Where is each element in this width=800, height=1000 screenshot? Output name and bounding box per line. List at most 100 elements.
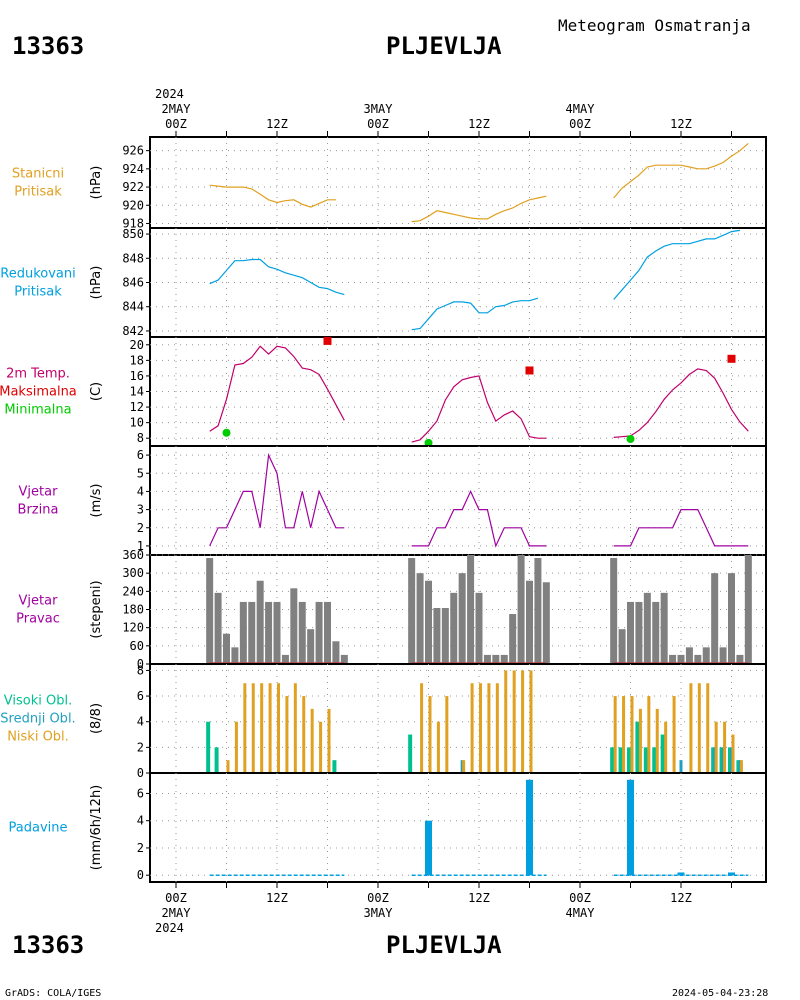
station-id-footer: 13363 (12, 931, 84, 959)
cloud-bar (643, 747, 648, 773)
time-label: 12Z (670, 117, 692, 131)
panel-label: Pravac (16, 612, 60, 627)
y-tick-label: 922 (122, 180, 144, 194)
panel-reduced-pressure: 842 844 846 848 850 (hPa) Redukovani Pritisak (0, 227, 767, 338)
cloud-bar (277, 683, 280, 773)
cloud-bar (462, 760, 466, 773)
direction-bar (509, 614, 517, 664)
panel-label: Pritisak (14, 185, 62, 200)
panel-label: Niski Obl. (7, 730, 69, 745)
direction-bar (231, 647, 239, 664)
series-line (613, 368, 749, 438)
cloud-bar (495, 683, 499, 773)
panel-station-pressure: 918 920 922 924 926 (hPa) Stanicni Pritisak (12, 136, 767, 230)
panel-precipitation: 0 2 4 6 (mm/6h/12h) Padavine (9, 772, 767, 883)
time-label: 4MAY (566, 906, 596, 920)
direction-bar (677, 654, 685, 664)
series-line (411, 195, 547, 223)
time-label: 12Z (468, 117, 490, 131)
time-label: 3MAY (364, 102, 394, 116)
y-axis-label: (8/8) (89, 703, 104, 734)
cloud-bar (689, 683, 693, 773)
cloud-bar (332, 760, 337, 773)
y-tick-label: 8 (137, 663, 144, 677)
credit-text: GrADS: COLA/IGES (5, 988, 101, 999)
series-line (209, 452, 345, 547)
cloud-bar (206, 721, 211, 773)
y-tick-label: 0 (137, 657, 144, 671)
panel-label: Padavine (9, 821, 68, 836)
y-tick-label: 240 (122, 584, 144, 598)
y-tick-label: 844 (122, 300, 144, 314)
time-label: 12Z (468, 891, 490, 905)
cloud-bar (660, 734, 665, 773)
time-label: 2MAY (162, 102, 192, 116)
y-tick-label: 6 (137, 448, 144, 462)
cloud-bar (243, 683, 247, 773)
direction-bar (416, 573, 424, 664)
direction-bar (694, 654, 702, 664)
y-tick-label: 4 (137, 484, 144, 498)
cloud-bar (310, 708, 314, 773)
panel-label: Maksimalna (0, 385, 77, 400)
direction-bar (315, 601, 323, 664)
series-line (209, 345, 345, 432)
cloud-bar (723, 721, 727, 773)
direction-bar (643, 592, 651, 664)
direction-bar (517, 555, 525, 664)
cloud-bar (630, 696, 634, 773)
series-line (209, 184, 336, 208)
y-tick-label: 12 (130, 400, 144, 414)
cloud-bar (521, 670, 525, 773)
direction-bar (526, 580, 533, 664)
y-tick-label: 6 (137, 786, 144, 800)
panel-label: Minimalna (4, 403, 71, 418)
panel-label: Pritisak (14, 285, 62, 300)
tmin-marker (222, 428, 231, 437)
time-label: 00Z (165, 117, 187, 131)
series-line (613, 229, 740, 300)
timestamp-text: 2024-05-04-23:28 (672, 988, 768, 999)
direction-bar (492, 654, 500, 664)
direction-bar (534, 558, 542, 664)
cloud-bar (697, 683, 701, 773)
time-label: 00Z (367, 117, 389, 131)
cloud-bar (679, 760, 683, 773)
precip-bar (425, 820, 432, 876)
panel-wind-direction: 0 60 120 180 240 300 360 (stepeni) Vjetar Pravac (16, 548, 767, 671)
tmin-marker (424, 438, 433, 447)
direction-bar (441, 607, 449, 664)
direction-bar (298, 601, 306, 664)
time-label: 00Z (569, 891, 591, 905)
precip-bar (677, 872, 685, 876)
y-tick-label: 4 (137, 814, 144, 828)
tmin-marker (626, 434, 635, 443)
direction-bar (248, 601, 256, 664)
cloud-bar (436, 721, 440, 773)
cloud-bar (512, 670, 516, 773)
direction-bar (450, 592, 458, 664)
y-axis-label: (mm/6h/12h) (89, 785, 104, 871)
tmax-marker (525, 366, 534, 375)
y-axis-label: (hPa) (89, 166, 104, 200)
series-line (613, 509, 749, 547)
cloud-bar (706, 683, 710, 773)
direction-bar (685, 647, 693, 664)
time-label: 2MAY (162, 906, 192, 920)
y-tick-label: 1 (137, 539, 144, 553)
y-tick-label: 3 (137, 503, 144, 517)
time-label: 4MAY (566, 102, 596, 116)
y-axis-label: (stepeni) (89, 580, 104, 638)
y-tick-label: 918 (122, 216, 144, 230)
y-tick-label: 18 (130, 353, 144, 367)
y-tick-label: 8 (137, 431, 144, 445)
precip-bar (728, 872, 735, 876)
y-tick-label: 2 (137, 740, 144, 754)
station-id: 13363 (12, 32, 84, 60)
cloud-bar (479, 683, 482, 773)
cloud-bar (610, 747, 615, 773)
direction-bar (635, 601, 643, 664)
